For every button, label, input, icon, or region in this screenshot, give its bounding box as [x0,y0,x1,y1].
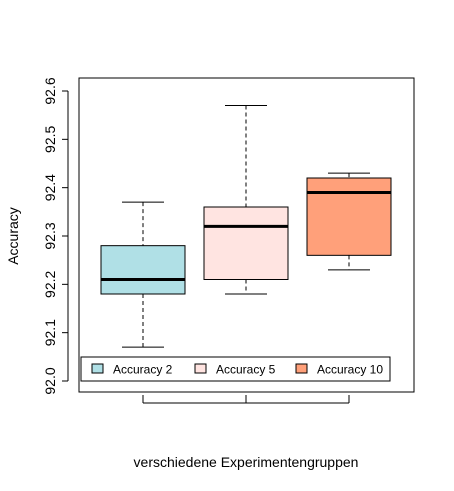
box-rect [306,177,392,256]
legend-swatch [91,363,104,374]
y-tick-label: 92.0 [42,367,58,394]
legend-swatch [194,363,207,374]
box-rect [203,206,289,280]
legend-swatch [295,363,308,374]
legend: Accuracy 2 Accuracy 5 Accuracy 10 [80,356,391,382]
legend-label: Accuracy 10 [317,363,383,377]
boxes [100,105,392,348]
legend-item: Accuracy 2 [91,363,173,377]
legend-box [80,356,391,382]
y-tick-label: 92.6 [42,77,58,104]
x-axis [142,395,350,404]
y-tick-label: 92.5 [42,125,58,152]
box-group [203,105,289,295]
box-group [100,201,186,348]
x-axis-label: verschiedene Experimentengruppen [134,454,359,470]
legend-item: Accuracy 10 [295,363,383,377]
y-tick-label: 92.3 [42,222,58,249]
y-axis: 92.0 92.1 92.2 92.3 92.4 92.5 92.6 [42,77,69,395]
y-tick-label: 92.1 [42,319,58,346]
plot-frame [78,77,415,393]
y-tick-label: 92.4 [42,174,58,201]
legend-item: Accuracy 5 [194,363,276,377]
box-rect [100,245,186,295]
legend-label: Accuracy 2 [113,363,173,377]
y-axis-label: Accuracy [5,207,21,265]
box-group [306,172,392,271]
legend-label: Accuracy 5 [216,363,276,377]
y-tick-label: 92.2 [42,270,58,297]
